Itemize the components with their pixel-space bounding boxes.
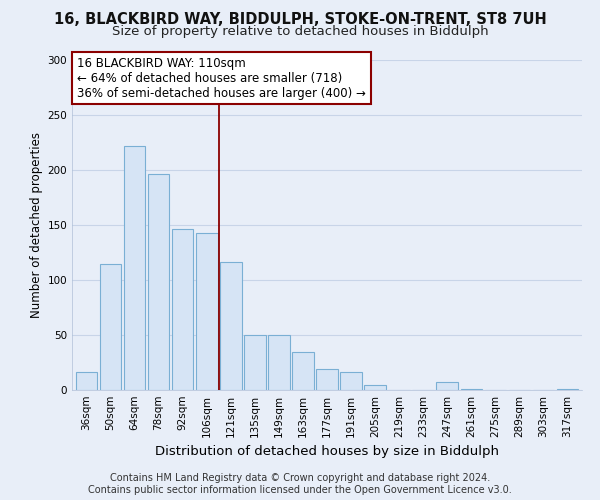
Bar (340, 372, 362, 390)
Bar (76, 372, 97, 390)
Bar (557, 389, 578, 390)
Text: Size of property relative to detached houses in Biddulph: Size of property relative to detached ho… (112, 25, 488, 38)
Bar (124, 146, 145, 390)
Text: 16 BLACKBIRD WAY: 110sqm
← 64% of detached houses are smaller (718)
36% of semi-: 16 BLACKBIRD WAY: 110sqm ← 64% of detach… (77, 56, 366, 100)
Bar (196, 232, 218, 390)
Bar (436, 382, 458, 390)
Text: Contains HM Land Registry data © Crown copyright and database right 2024.
Contai: Contains HM Land Registry data © Crown c… (88, 474, 512, 495)
X-axis label: Distribution of detached houses by size in Biddulph: Distribution of detached houses by size … (155, 446, 499, 458)
Bar (292, 352, 314, 390)
Bar (172, 230, 193, 390)
Bar (268, 335, 290, 390)
Bar (244, 335, 266, 390)
Bar (148, 174, 169, 390)
Text: 16, BLACKBIRD WAY, BIDDULPH, STOKE-ON-TRENT, ST8 7UH: 16, BLACKBIRD WAY, BIDDULPH, STOKE-ON-TR… (53, 12, 547, 28)
Y-axis label: Number of detached properties: Number of detached properties (30, 132, 43, 318)
Bar (100, 264, 121, 390)
Bar (316, 369, 338, 390)
Bar (364, 384, 386, 390)
Bar (461, 389, 482, 390)
Bar (220, 262, 242, 390)
